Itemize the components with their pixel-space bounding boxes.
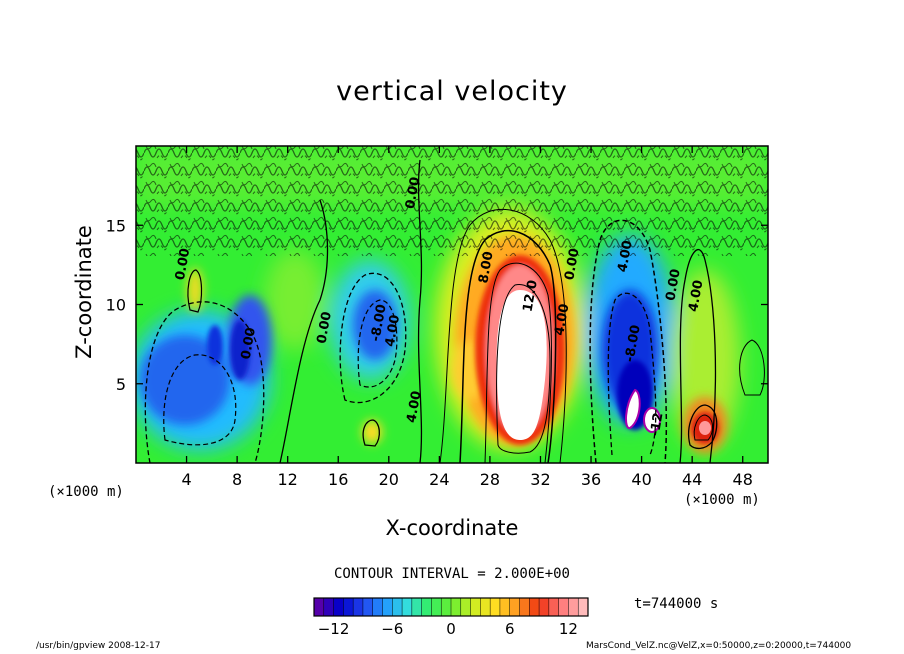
colorbar-swatch [519,598,530,616]
y-tick-label: 5 [116,375,126,394]
colorbar-swatch [333,598,344,616]
colorbar-swatch [539,598,550,616]
x-tick-label: 48 [733,470,753,489]
colorbar-swatch [392,598,403,616]
x-tick-label: 20 [379,470,399,489]
colorbar-swatch [578,598,589,616]
colorbar-swatch [372,598,383,616]
colorbar-swatch [499,598,511,616]
colorbar-swatch [431,598,442,616]
colorbar-swatch [548,598,560,616]
colorbar-swatch [402,598,413,616]
x-tick-label: 16 [328,470,348,489]
colorbar-swatch [470,598,481,616]
contour-labels: 0.000.00 0.00 -8.004.000.004.008.0012.04.0… [173,176,707,437]
colorbar-swatch [490,598,501,616]
footer-right: MarsCond_VelZ.nc@VelZ,x=0:50000,z=0:2000… [586,641,852,651]
x-tick-label: 24 [429,470,449,489]
colorbar-swatch [460,598,472,616]
contour-label: 12.0 [521,279,541,313]
colorbar-swatch [314,598,325,616]
x-tick-label: 32 [530,470,550,489]
x-tick-label: 28 [480,470,500,489]
colorbar-swatch [529,598,540,616]
contour-label: 8.00 [476,250,496,284]
color-field [136,146,768,463]
contour-label: 0.00 [663,268,683,302]
y-axis-ticks: 5 10 15 [106,216,768,394]
colorbar-tick-label: 6 [505,620,515,638]
colorbar-swatch [509,598,520,616]
x-tick-label: 40 [631,470,651,489]
colorbar-swatch [480,598,491,616]
colorbar-swatch [441,598,452,616]
contour-label: 4.00 [404,390,424,424]
x-axis-ticks: 4 8 12 16 20 24 28 32 36 40 44 48 [181,146,753,489]
colorbar-tick-label: −12 [318,620,350,638]
colorbar-swatch [558,598,569,616]
colorbar-swatch [382,598,393,616]
contour-interval-label: CONTOUR INTERVAL = 2.000E+00 [333,566,570,582]
contour-label: 4.00 [686,279,706,313]
colorbar-tick-label: 12 [559,620,578,638]
colorbar-swatch [323,598,335,616]
x-tick-label: 12 [278,470,298,489]
contour-label: -12 [648,411,667,437]
y-tick-label: 10 [106,296,126,315]
x-tick-label: 8 [232,470,242,489]
colorbar-tick-label: −6 [381,620,403,638]
x-tick-label: 44 [682,470,702,489]
contour-label: 4.00 [552,303,572,337]
y-tick-label: 15 [106,216,126,235]
footer-left: /usr/bin/gpview 2008-12-17 [36,641,161,651]
contour-label: 0.00 [173,247,193,281]
colorbar-swatch [421,598,432,616]
contour-label: 4.00 [615,239,635,273]
x-tick-label: 36 [581,470,601,489]
colorbar-swatch [353,598,364,616]
contour-label: -8.00 [368,303,389,343]
colorbar-frame [313,597,589,617]
colorbar-swatch [568,598,579,616]
contour-label: 0.00 [239,326,259,360]
contour-label: 4.00 [383,314,403,348]
colorbar-tick-label: 0 [446,620,456,638]
contour-label: 0.00 [403,176,423,210]
x-axis-label: X-coordinate [385,516,519,540]
contour-label: -8.00 [622,324,643,364]
time-label: t=744000 s [634,596,719,612]
colorbar-swatch [411,598,423,616]
x-unit-left: (×1000 m) [48,484,124,500]
colorbar-swatch [343,598,354,616]
contour-label: 0.00 [315,311,335,345]
contour-label: 0.00 [562,247,582,281]
x-unit-right: (×1000 m) [684,492,760,508]
chart-title: vertical velocity [336,76,568,107]
colorbar: −12 −6 0 6 12 [313,597,589,638]
colorbar-swatch [451,598,462,616]
colorbar-swatch [362,598,374,616]
x-tick-label: 4 [181,470,191,489]
